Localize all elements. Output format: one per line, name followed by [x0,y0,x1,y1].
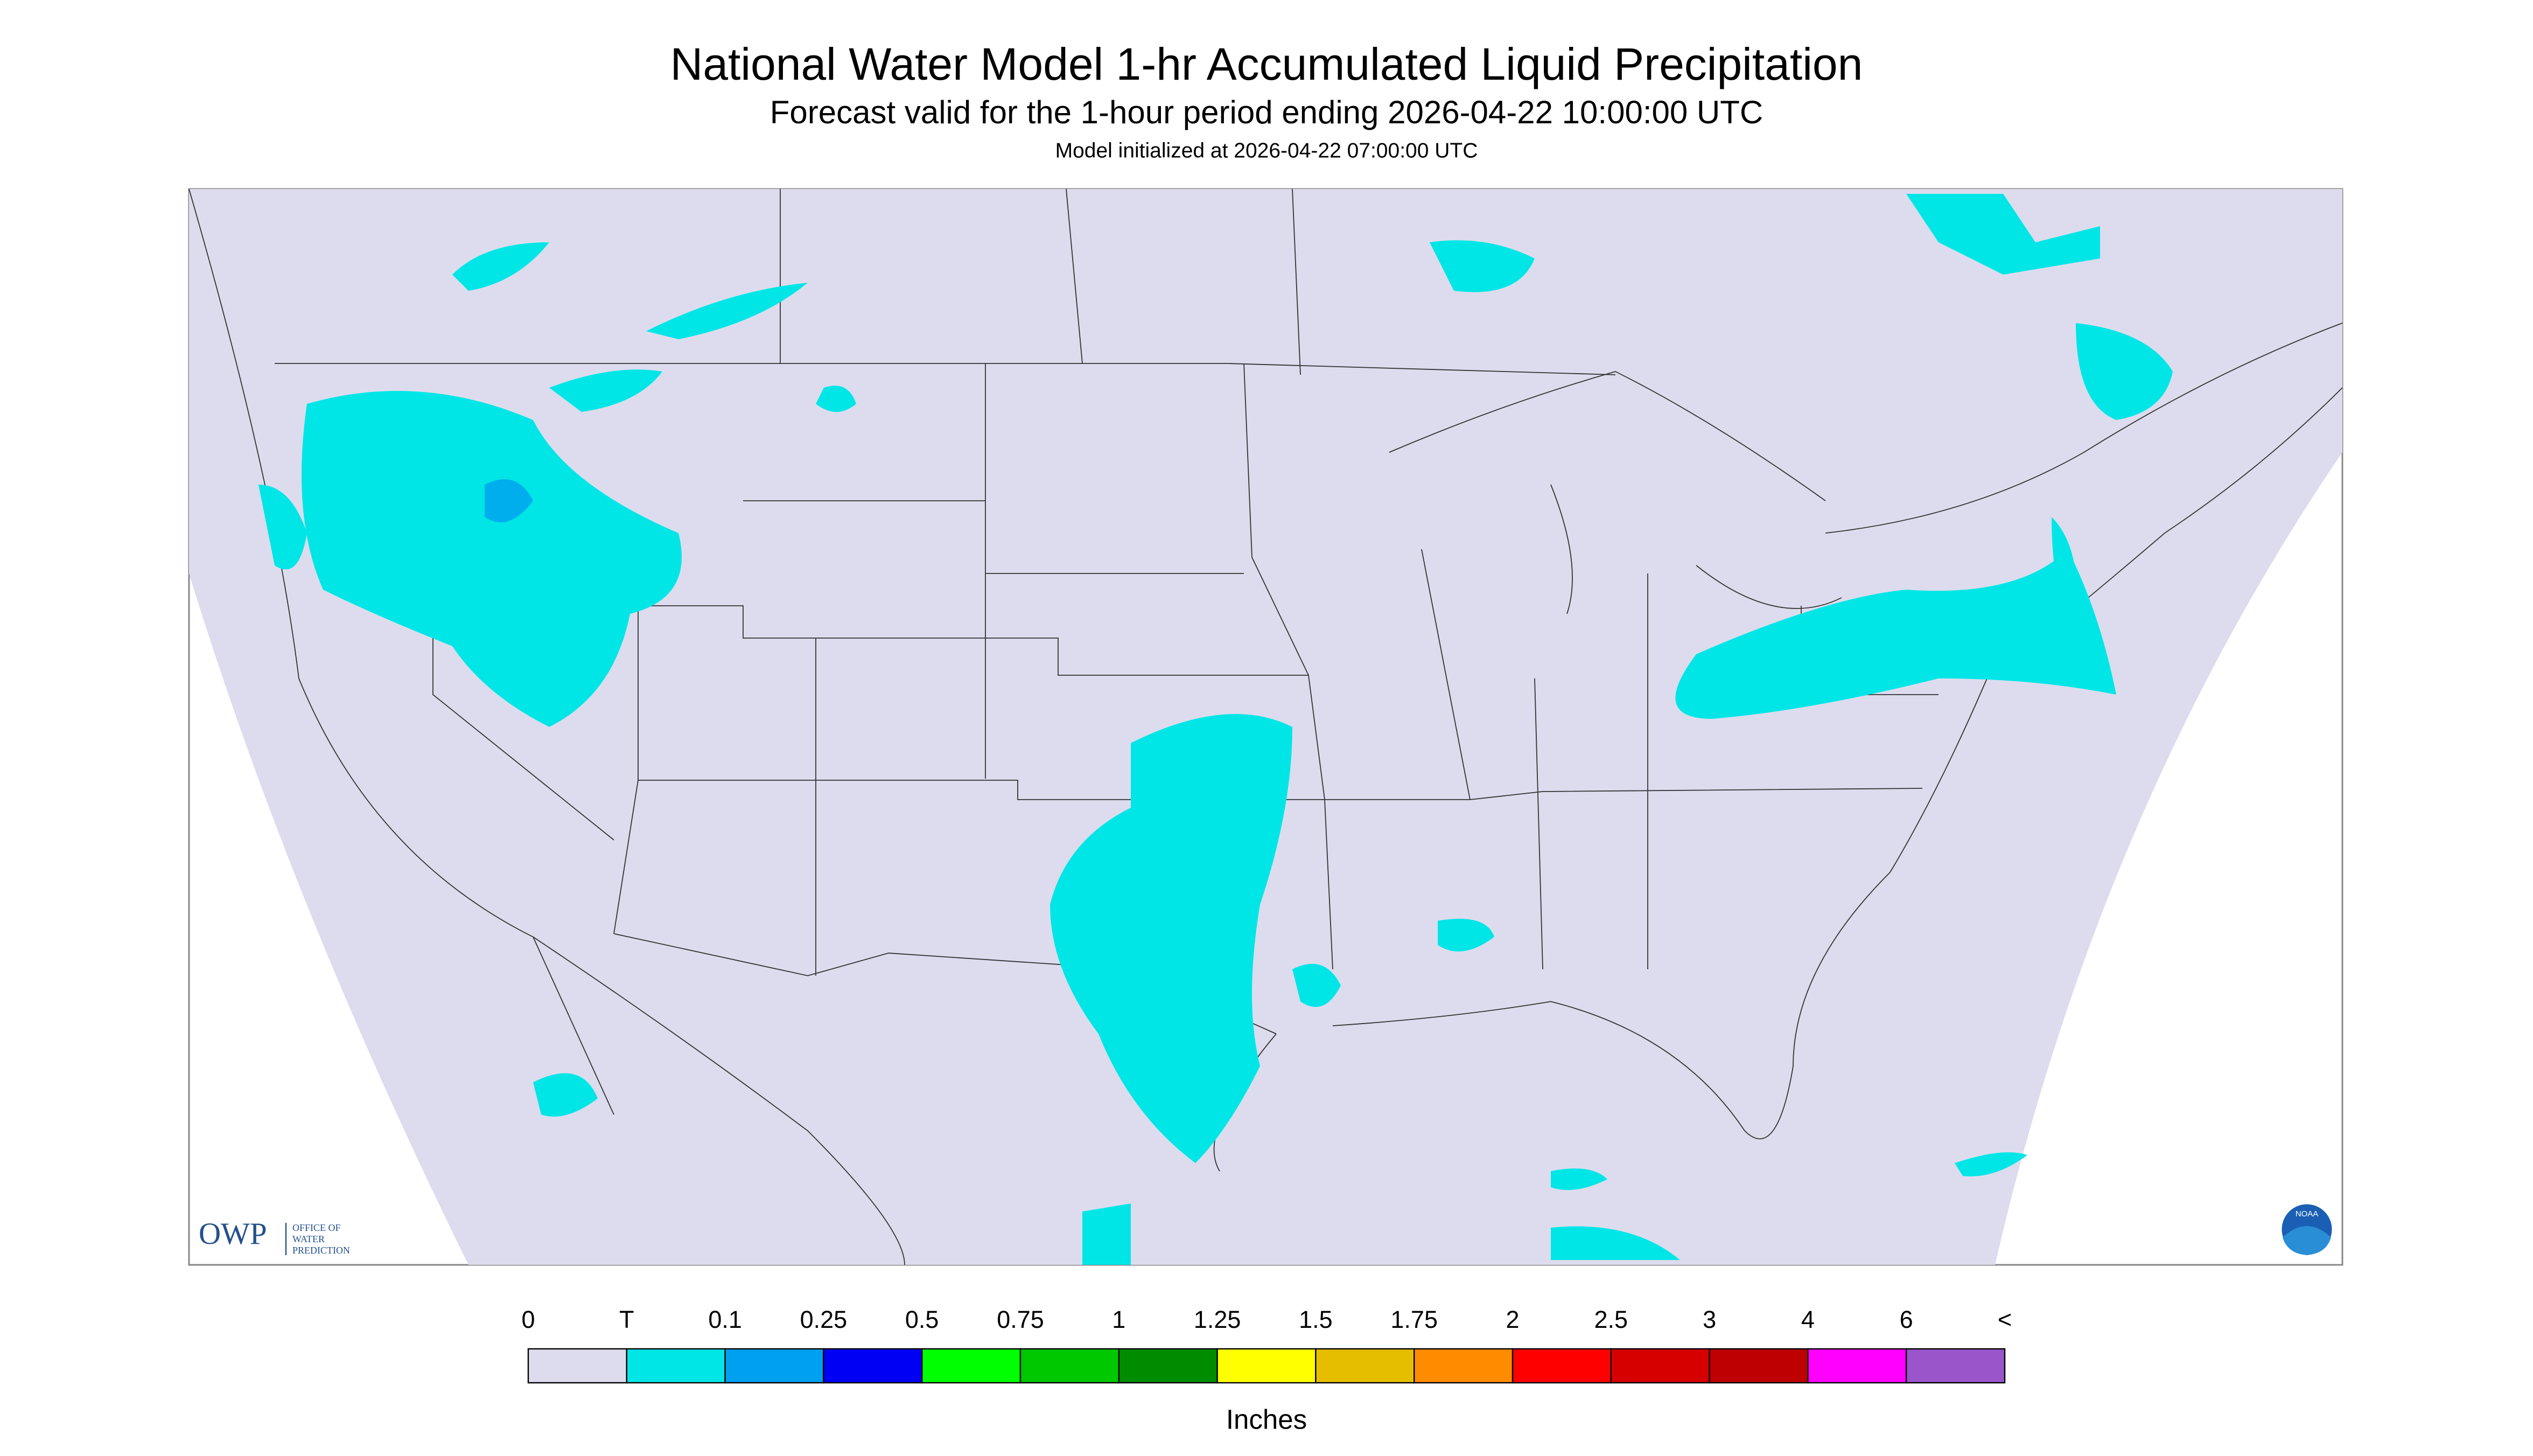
init-time: Model initialized at 2026-04-22 07:00:00… [1055,139,1478,162]
colorbar-box [1807,1348,1907,1384]
colorbar-label: 0.5 [905,1306,939,1333]
colorbar-box [1118,1348,1218,1384]
subtitle: Forecast valid for the 1-hour period end… [770,94,1763,130]
owp-office: PREDICTION [292,1245,350,1256]
colorbar-label: 1 [1112,1306,1125,1333]
colorbar-label: 1.75 [1390,1306,1438,1333]
colorbar-box [921,1348,1021,1384]
colorbar-label: 0.75 [997,1306,1044,1333]
colorbar-box [1610,1348,1710,1384]
colorbar-label: T [619,1306,634,1333]
colorbar-box [1512,1348,1612,1384]
colorbar-label: 0 [521,1306,535,1333]
colorbar-box [1019,1348,1120,1384]
noaa-logo-wave [2283,1226,2331,1256]
precip-areas [258,194,2173,1265]
title: National Water Model 1-hr Accumulated Li… [670,39,1863,89]
noaa-logo-text: NOAA [2296,1209,2319,1219]
colorbar-label: 3 [1703,1306,1716,1333]
colorbar-box [823,1348,923,1384]
colorbar-box [724,1348,824,1384]
colorbar-label: 1.25 [1194,1306,1241,1333]
precip-heavier [485,479,533,523]
colorbar-unit: Inches [1226,1404,1307,1434]
colorbar-box [1414,1348,1514,1384]
colorbar-box [527,1348,628,1384]
colorbar-label: 4 [1801,1306,1815,1333]
colorbar-label: 6 [1900,1306,1913,1333]
colorbar-label: 0.1 [708,1306,742,1333]
colorbar-box [1315,1348,1415,1384]
colorbar-label: 0.25 [800,1306,848,1333]
colorbar-label: 2 [1506,1306,1519,1333]
boundaries [188,188,2343,1265]
colorbar-box [1216,1348,1317,1384]
colorbar-box [1905,1348,2006,1384]
colorbar: 0 T 0.1 0.25 0.5 0.75 1 1.25 1.5 1.75 2 2.5 3 4 6 < [521,1306,2012,1384]
owp-office: WATER [292,1234,325,1244]
colorbar-box [626,1348,726,1384]
colorbar-label: 2.5 [1594,1306,1628,1333]
colorbar-label: 1.5 [1299,1306,1333,1333]
colorbar-box [1709,1348,1809,1384]
map: OWP OFFICE OF WATER PREDICTION NOAA [188,188,2343,1266]
colorbar-label: < [1998,1306,2012,1333]
owp-logo: OWP [199,1217,267,1251]
owp-office: OFFICE OF [292,1222,341,1233]
